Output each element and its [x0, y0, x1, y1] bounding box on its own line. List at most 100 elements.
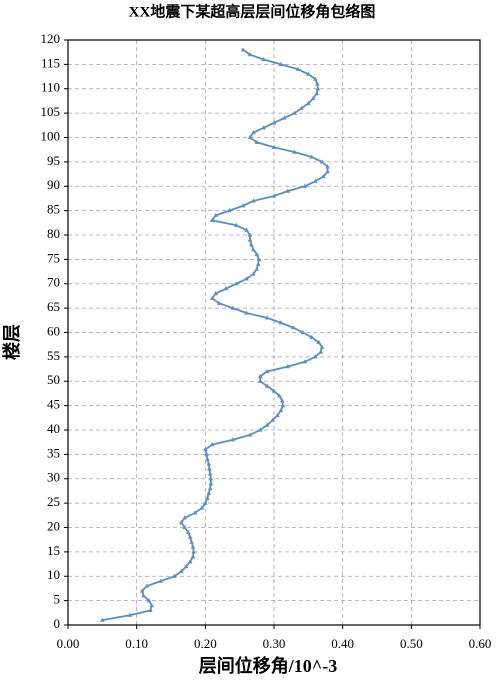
data-point	[319, 344, 325, 349]
data-point	[247, 52, 253, 57]
data-point	[191, 549, 196, 554]
x-tick-label: 0.10	[125, 636, 148, 651]
chart-title: XX地震下某超高层层间位移角包络图	[129, 2, 376, 20]
data-point	[244, 227, 249, 232]
data-point	[172, 573, 177, 578]
data-point	[182, 515, 188, 520]
data-point	[295, 66, 301, 71]
data-point	[190, 544, 196, 549]
data-point	[261, 57, 266, 62]
data-point	[208, 481, 214, 486]
data-point	[209, 295, 215, 300]
data-point	[325, 169, 330, 174]
y-tick-label: 35	[47, 445, 60, 460]
data-point	[251, 130, 256, 135]
y-tick-label: 45	[47, 397, 60, 412]
data-point	[209, 442, 215, 447]
data-point	[264, 422, 270, 427]
data-point	[146, 598, 152, 603]
data-point	[247, 232, 253, 237]
data-point	[271, 388, 277, 393]
data-point	[213, 291, 218, 296]
y-tick-label: 10	[47, 567, 60, 582]
data-point	[292, 149, 297, 154]
data-point	[192, 510, 198, 515]
data-point	[206, 461, 212, 466]
data-point	[314, 81, 320, 86]
data-point	[209, 217, 215, 222]
data-point	[306, 71, 311, 76]
x-axis-title: 层间位移角/10^-3	[199, 655, 337, 676]
data-line	[102, 49, 329, 622]
y-tick-label: 5	[54, 592, 61, 607]
data-point	[275, 412, 280, 417]
data-point	[290, 325, 296, 330]
data-point	[189, 539, 194, 544]
data-point	[316, 339, 321, 344]
x-tick-label: 0.40	[331, 636, 354, 651]
data-point	[256, 256, 262, 261]
y-tick-label: 55	[47, 348, 60, 363]
data-point	[247, 135, 253, 140]
x-tick-label: 0.50	[400, 636, 423, 651]
data-point	[264, 315, 270, 320]
y-tick-label: 85	[47, 202, 60, 217]
data-point	[312, 76, 318, 81]
data-point	[278, 408, 284, 413]
data-point	[280, 403, 286, 408]
data-point	[179, 520, 184, 525]
data-point	[309, 154, 315, 159]
data-point	[185, 529, 191, 534]
data-point	[257, 373, 263, 378]
data-point	[277, 393, 282, 398]
data-point	[254, 266, 260, 271]
data-point	[100, 617, 105, 622]
data-point	[205, 495, 210, 500]
data-point	[144, 583, 150, 588]
data-point	[292, 110, 297, 115]
data-point	[213, 213, 218, 218]
data-point	[183, 564, 189, 569]
data-point	[230, 437, 236, 442]
y-tick-label: 65	[47, 299, 60, 314]
data-point	[204, 451, 210, 456]
data-point	[278, 61, 284, 66]
y-tick-label: 0	[54, 616, 61, 631]
data-point	[190, 554, 196, 559]
y-axis-title: 楼层	[1, 324, 22, 360]
data-point	[227, 208, 232, 213]
data-point	[207, 471, 213, 476]
y-tick-label: 100	[41, 128, 61, 143]
y-tick-label: 105	[41, 104, 61, 119]
data-point	[261, 125, 266, 130]
data-point	[270, 417, 275, 422]
data-point	[203, 500, 208, 505]
data-point	[278, 320, 284, 325]
data-point	[251, 271, 256, 276]
data-point	[314, 91, 319, 96]
data-point	[244, 276, 249, 281]
y-tick-label: 110	[41, 80, 60, 95]
x-tick-label: 0.20	[194, 636, 217, 651]
data-point	[251, 198, 256, 203]
data-point	[205, 456, 210, 461]
data-point	[206, 490, 212, 495]
data-point	[233, 222, 239, 227]
y-tick-label: 95	[47, 153, 60, 168]
data-point	[141, 593, 146, 598]
data-point	[315, 86, 321, 91]
data-point	[302, 183, 308, 188]
data-point	[187, 559, 193, 564]
y-tick-label: 25	[47, 494, 60, 509]
data-point	[149, 603, 155, 608]
x-tick-label: 0.60	[469, 636, 492, 651]
y-tick-label: 15	[47, 543, 60, 558]
y-tick-label: 70	[47, 275, 60, 290]
data-point	[271, 144, 277, 149]
data-point	[240, 47, 246, 52]
data-point	[127, 612, 133, 617]
plot-border	[67, 39, 481, 626]
data-point	[216, 300, 222, 305]
data-point	[271, 193, 277, 198]
